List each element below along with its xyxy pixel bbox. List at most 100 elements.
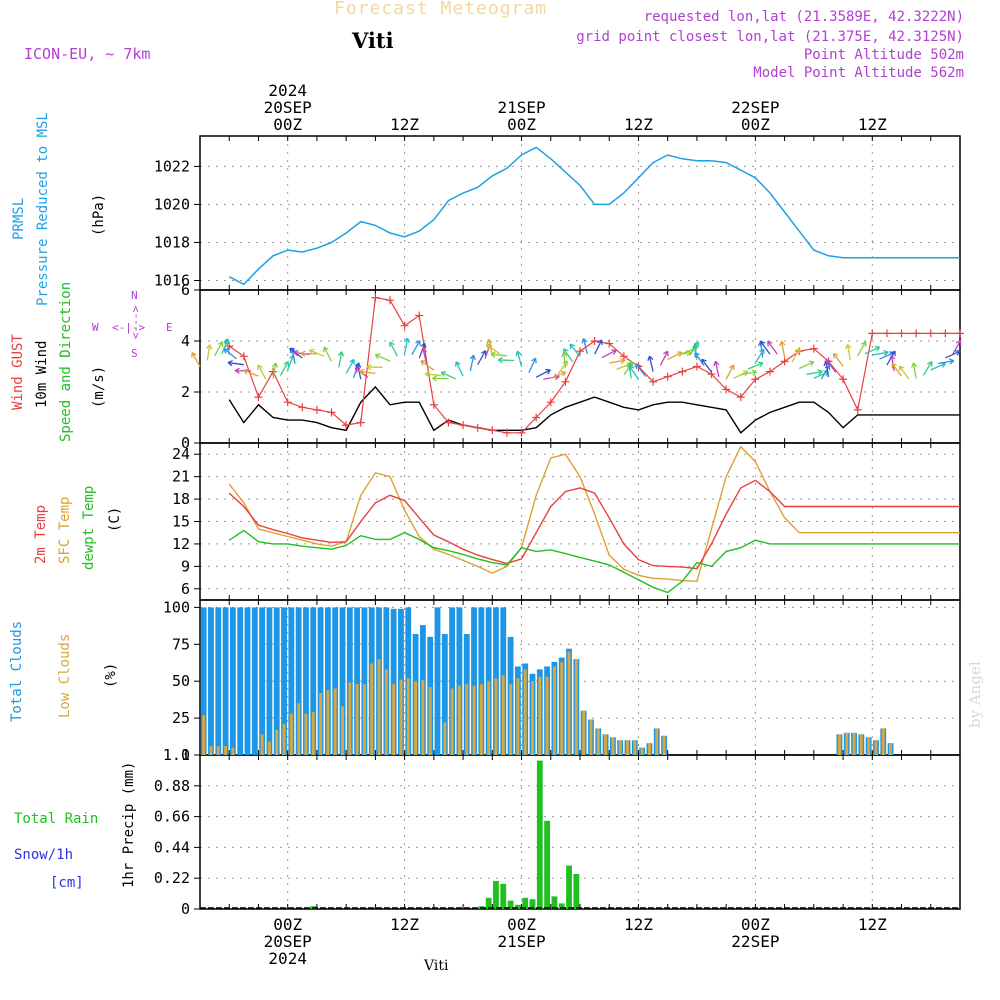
bottom-time-label: 00Z — [273, 915, 302, 934]
low-cloud-bar — [626, 740, 629, 755]
wind-arrow-head — [206, 344, 213, 350]
wind-arrow-head — [562, 348, 569, 354]
low-cloud-bar — [362, 684, 366, 755]
low-cloud-bar — [618, 740, 622, 755]
panel-frame — [199, 289, 961, 444]
low-cloud-bar — [837, 734, 841, 755]
wind-arrow-head — [485, 343, 492, 350]
wind-arrow — [760, 340, 771, 355]
gust-marker — [561, 377, 570, 386]
wind-arrow — [846, 344, 852, 361]
wind-arrow-head — [374, 353, 381, 360]
wind-arrow-head — [531, 357, 537, 364]
y-tick-label: 0.44 — [154, 838, 190, 856]
wind-arrow-head — [497, 356, 503, 364]
compass-n: N — [131, 289, 138, 302]
wind-arrow-head — [424, 371, 431, 378]
wind-arrow-head — [751, 369, 757, 376]
low-cloud-bar — [567, 651, 571, 755]
top-time-label: 21SEP — [497, 98, 545, 117]
low-cloud-bar — [465, 684, 469, 755]
wind-arrow-head — [701, 358, 707, 365]
low-cloud-bar — [457, 685, 461, 755]
wind-arrow-head — [729, 364, 735, 371]
wind-arrow — [754, 348, 765, 364]
wind-arrow-head — [440, 371, 447, 377]
y-tick-label: 0 — [181, 434, 190, 452]
y-tick-label: 18 — [172, 490, 190, 508]
y-tick-label: 15 — [172, 513, 190, 531]
wind-arrow — [422, 348, 428, 365]
rain-bar — [485, 897, 492, 909]
low-cloud-bar — [414, 681, 418, 755]
gust-marker — [868, 329, 877, 338]
total-cloud-bar — [259, 607, 266, 755]
low-cloud-bar — [282, 724, 286, 755]
wind-arrow — [550, 371, 566, 379]
wind-arrow — [791, 347, 801, 363]
cloud-unit: (%) — [103, 662, 119, 688]
wind-arrow-head — [454, 361, 461, 367]
snow-label: Snow/1h — [14, 847, 74, 863]
low-cloud-bar — [852, 732, 856, 755]
low-cloud-bar — [867, 737, 871, 755]
total-cloud-bar — [281, 607, 287, 755]
y-tick-label: 0.88 — [154, 777, 190, 795]
low-cloud-bar — [633, 740, 637, 755]
total-cloud-bar — [251, 607, 258, 755]
wind-arrow-head — [366, 363, 372, 371]
wind10-label: 10m Wind — [34, 340, 50, 408]
gust-marker — [649, 377, 658, 386]
low-cloud-bar — [479, 684, 483, 755]
wind-arrow-head — [898, 365, 905, 372]
gust-marker — [269, 367, 278, 376]
low-cloud-bar — [216, 746, 220, 755]
low-cloud-bar — [611, 737, 615, 755]
rain-bar — [500, 883, 507, 909]
gust-marker — [502, 428, 511, 437]
gust-marker — [839, 375, 848, 384]
top-time-label: 00Z — [741, 115, 770, 134]
total-clouds-label: Total Clouds — [9, 620, 25, 722]
wind-arrow — [872, 351, 889, 356]
wind-arrow-head — [403, 337, 410, 344]
total-cloud-bar — [449, 607, 456, 755]
bottom-time-label: 22SEP — [731, 932, 779, 951]
wind-arrow-head — [300, 350, 306, 357]
total-cloud-bar — [441, 633, 448, 755]
low-cloud-bar — [604, 734, 608, 755]
top-time-label: 12Z — [858, 115, 887, 134]
top-time-label: 00Z — [273, 115, 302, 134]
gust-marker — [956, 329, 964, 338]
bottom-time-label: 00Z — [741, 915, 770, 934]
gust-marker — [809, 344, 818, 353]
total-cloud-bar — [354, 607, 361, 755]
wind-arrow-head — [191, 352, 197, 358]
low-cloud-bar — [538, 676, 542, 755]
wind-arrow — [411, 340, 421, 355]
low-cloud-bar — [326, 690, 330, 755]
wind-arrow — [309, 349, 325, 357]
wind-arrow-head — [626, 362, 633, 368]
low-cloud-bar — [472, 685, 476, 755]
y-tick-label: 9 — [181, 557, 190, 575]
gust-marker — [473, 423, 482, 432]
gust-marker — [488, 426, 497, 435]
wind-arrow-head — [890, 350, 896, 357]
total-cloud-bar — [471, 607, 477, 755]
total-cloud-bar — [303, 607, 309, 755]
temp-unit: (C) — [107, 506, 123, 532]
model-label: ICON-EU, ~ 7km — [24, 45, 151, 63]
gust-marker — [912, 329, 921, 338]
bottom-time-label: 21SEP — [497, 932, 545, 951]
wind-arrow-head — [795, 347, 801, 354]
total-cloud-bar — [339, 607, 346, 755]
low-cloud-bar — [399, 679, 403, 755]
wind-arrow — [733, 370, 749, 379]
wind-arrow-head — [620, 357, 626, 365]
wind-arrow-head — [692, 343, 699, 349]
wind-arrow-head — [469, 354, 476, 361]
wind-arrow — [623, 361, 634, 376]
y-tick-label: 0.66 — [154, 808, 190, 826]
bottom-time-label: 12Z — [858, 915, 887, 934]
